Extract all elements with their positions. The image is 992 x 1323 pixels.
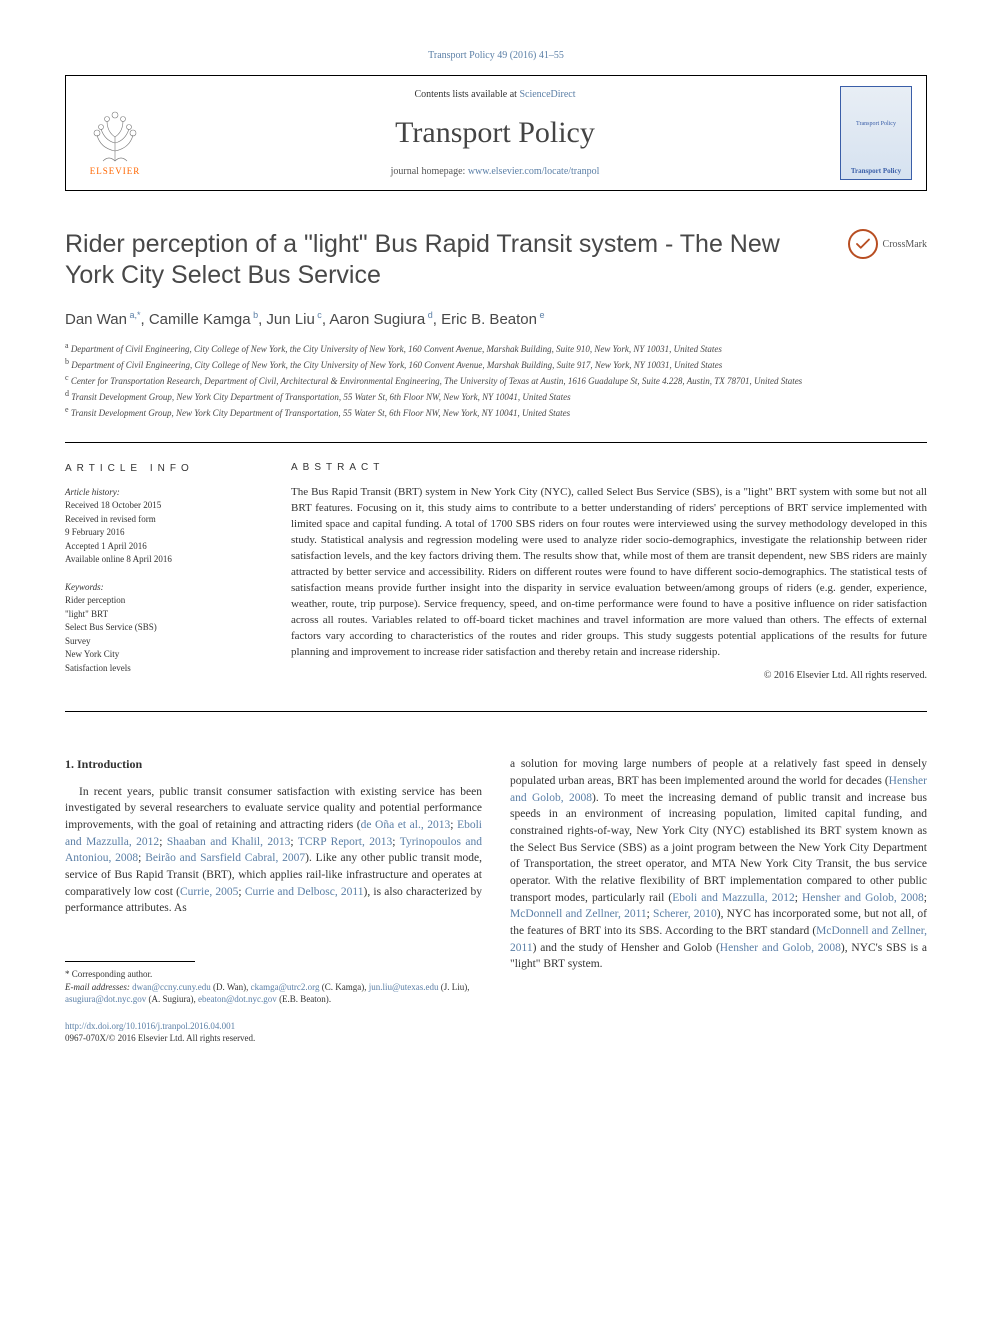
affiliation-line: c Center for Transportation Research, De… (65, 372, 927, 388)
email-who: (D. Wan) (213, 982, 246, 992)
authors-line: Dan Wan a,*, Camille Kamga b, Jun Liu c,… (65, 310, 927, 328)
keyword-line: Satisfaction levels (65, 662, 255, 676)
corresponding-author-note: * Corresponding author. (65, 968, 482, 981)
history-line: Received 18 October 2015 (65, 499, 255, 513)
homepage-prefix: journal homepage: (391, 166, 468, 177)
journal-reference: Transport Policy 49 (2016) 41–55 (65, 50, 927, 61)
crossmark-label: CrossMark (883, 239, 927, 250)
divider-bottom (65, 711, 927, 712)
crossmark-icon (848, 229, 878, 259)
email-who: (A. Sugiura) (149, 994, 194, 1004)
contents-lists-line: Contents lists available at ScienceDirec… (166, 89, 824, 100)
abstract-text: The Bus Rapid Transit (BRT) system in Ne… (291, 485, 927, 660)
email-who: (J. Liu) (441, 982, 468, 992)
email-link[interactable]: ebeaton@dot.nyc.gov (198, 994, 277, 1004)
email-link[interactable]: ckamga@utrc2.org (251, 982, 320, 992)
abstract-heading: ABSTRACT (291, 461, 927, 476)
email-link[interactable]: dwan@ccny.cuny.edu (132, 982, 211, 992)
keyword-line: "light" BRT (65, 608, 255, 622)
email-link[interactable]: jun.liu@utexas.edu (369, 982, 439, 992)
author-sup: c (315, 310, 322, 320)
author-name: Dan Wan (65, 311, 127, 328)
journal-name: Transport Policy (166, 116, 824, 150)
body-columns: 1. Introduction In recent years, public … (65, 756, 927, 1045)
author-sup: a,* (127, 310, 141, 320)
affiliation-line: a Department of Civil Engineering, City … (65, 340, 927, 356)
body-para-right: a solution for moving large numbers of p… (510, 756, 927, 973)
keyword-line: Rider perception (65, 594, 255, 608)
elsevier-wordmark: ELSEVIER (90, 166, 141, 176)
keyword-line: Select Bus Service (SBS) (65, 621, 255, 635)
history-line: 9 February 2016 (65, 526, 255, 540)
body-column-left: 1. Introduction In recent years, public … (65, 756, 482, 1045)
affiliations: a Department of Civil Engineering, City … (65, 340, 927, 420)
keyword-line: Survey (65, 635, 255, 649)
affiliation-line: d Transit Development Group, New York Ci… (65, 388, 927, 404)
section-heading-intro: 1. Introduction (65, 756, 482, 773)
email-who: (E.B. Beaton) (279, 994, 329, 1004)
abstract-column: ABSTRACT The Bus Rapid Transit (BRT) sys… (291, 461, 927, 690)
doi-block: http://dx.doi.org/10.1016/j.tranpol.2016… (65, 1020, 482, 1045)
history-line: Received in revised form (65, 513, 255, 527)
author-name: Aaron Sugiura (329, 311, 425, 328)
cover-thumb-label: Transport Policy (851, 167, 901, 175)
author-name: Jun Liu (266, 311, 314, 328)
author-sup: e (537, 310, 545, 320)
doi-link[interactable]: http://dx.doi.org/10.1016/j.tranpol.2016… (65, 1021, 235, 1031)
article-history-label: Article history: (65, 486, 255, 500)
elsevier-tree-icon (85, 103, 145, 163)
keyword-line: New York City (65, 648, 255, 662)
history-line: Available online 8 April 2016 (65, 553, 255, 567)
elsevier-logo: ELSEVIER (80, 91, 150, 176)
history-line: Accepted 1 April 2016 (65, 540, 255, 554)
emails-label: E-mail addresses: (65, 982, 130, 992)
abstract-copyright: © 2016 Elsevier Ltd. All rights reserved… (291, 669, 927, 684)
author-sup: d (425, 310, 433, 320)
journal-header: ELSEVIER Contents lists available at Sci… (65, 75, 927, 191)
affiliation-line: e Transit Development Group, New York Ci… (65, 404, 927, 420)
homepage-line: journal homepage: www.elsevier.com/locat… (166, 166, 824, 177)
author-name: Eric B. Beaton (441, 311, 537, 328)
header-center: Contents lists available at ScienceDirec… (166, 89, 824, 177)
body-para-left: In recent years, public transit consumer… (65, 784, 482, 917)
cover-thumb-text: Transport Policy (856, 121, 896, 127)
crossmark-badge[interactable]: CrossMark (848, 229, 927, 259)
issn-copyright: 0967-070X/© 2016 Elsevier Ltd. All right… (65, 1033, 255, 1043)
keywords-label: Keywords: (65, 581, 255, 595)
article-info-heading: ARTICLE INFO (65, 461, 255, 476)
article-info-column: ARTICLE INFO Article history: Received 1… (65, 461, 255, 690)
article-title: Rider perception of a "light" Bus Rapid … (65, 229, 828, 292)
affiliation-line: b Department of Civil Engineering, City … (65, 356, 927, 372)
email-who: (C. Kamga) (322, 982, 365, 992)
homepage-link[interactable]: www.elsevier.com/locate/tranpol (468, 166, 600, 177)
footnote-rule (65, 961, 195, 962)
email-link[interactable]: asugiura@dot.nyc.gov (65, 994, 146, 1004)
sciencedirect-link[interactable]: ScienceDirect (519, 89, 575, 100)
body-column-right: a solution for moving large numbers of p… (510, 756, 927, 1045)
author-sup: b (251, 310, 259, 320)
author-name: Camille Kamga (149, 311, 251, 328)
journal-cover-thumbnail: Transport Policy Transport Policy (840, 86, 912, 180)
contents-prefix: Contents lists available at (414, 89, 519, 100)
footnotes: * Corresponding author. E-mail addresses… (65, 968, 482, 1006)
